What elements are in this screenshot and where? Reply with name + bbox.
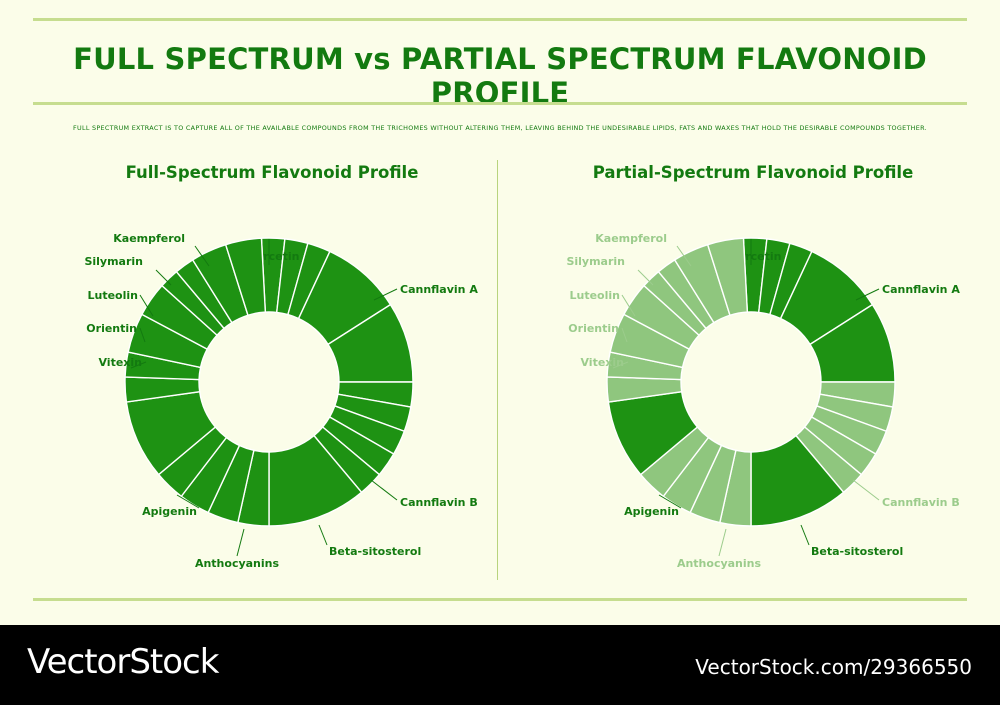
leader-line [855, 288, 880, 301]
footer-url: VectorStock.com/29366550 [695, 655, 972, 679]
leader-line [800, 524, 810, 546]
label-cannflavin-a: Cannflavin A [400, 283, 478, 296]
leader-line [139, 294, 154, 317]
partial-spectrum-title: Partial-Spectrum Flavonoid Profile [592, 163, 914, 182]
full-spectrum-title: Full-Spectrum Flavonoid Profile [125, 163, 419, 182]
leader-line [658, 494, 682, 509]
infographic-poster: FULL SPECTRUM vs PARTIAL SPECTRUM FLAVON… [33, 18, 967, 601]
label-beta-sitosterol: Beta-sitosterol [329, 545, 421, 558]
label-silymarin: Silymarin [84, 255, 143, 268]
leader-line [176, 494, 200, 509]
leader-line [194, 245, 210, 267]
label-apigenin: Apigenin [142, 505, 197, 518]
footer-bar: VectorStock VectorStock.com/29366550 [0, 625, 1000, 705]
leader-line [612, 361, 629, 369]
leader-line [370, 479, 398, 501]
footer-brand: VectorStock [27, 642, 219, 682]
leader-line [676, 245, 692, 267]
label-orientin: Orientin [568, 322, 619, 335]
label-vitexin: Vitexin [98, 356, 142, 369]
leader-line [718, 528, 727, 557]
leader-line [236, 528, 245, 557]
top-rule [33, 18, 967, 21]
label-kaempferol: Kaempferol [595, 232, 667, 245]
page-subtitle: FULL SPECTRUM EXTRACT IS TO CAPTURE ALL … [73, 124, 927, 132]
label-anthocyanins: Anthocyanins [677, 557, 762, 570]
leader-line [130, 361, 147, 369]
label-orientin: Orientin [86, 322, 137, 335]
label-silymarin: Silymarin [566, 255, 625, 268]
donut-slice-kaempferol [224, 237, 267, 317]
leader-line [155, 269, 172, 286]
label-anthocyanins: Anthocyanins [195, 557, 280, 570]
label-beta-sitosterol: Beta-sitosterol [811, 545, 903, 558]
label-vitexin: Vitexin [580, 356, 624, 369]
leader-line [139, 327, 146, 343]
label-kaempferol: Kaempferol [113, 232, 185, 245]
label-apigenin: Apigenin [624, 505, 679, 518]
panel-divider [497, 160, 498, 580]
leader-line [621, 294, 636, 317]
label-cannflavin-b: Cannflavin B [882, 496, 960, 509]
label-luteolin: Luteolin [88, 289, 139, 302]
title-rule [33, 102, 967, 105]
leader-line [318, 524, 328, 546]
label-luteolin: Luteolin [570, 289, 621, 302]
leader-line [373, 288, 398, 301]
leader-line [621, 327, 628, 343]
label-cannflavin-b: Cannflavin B [400, 496, 478, 509]
leader-line [637, 269, 654, 286]
donut-slice-kaempferol [706, 237, 749, 317]
bottom-rule [33, 598, 967, 601]
leader-line [852, 479, 880, 501]
label-cannflavin-a: Cannflavin A [882, 283, 960, 296]
